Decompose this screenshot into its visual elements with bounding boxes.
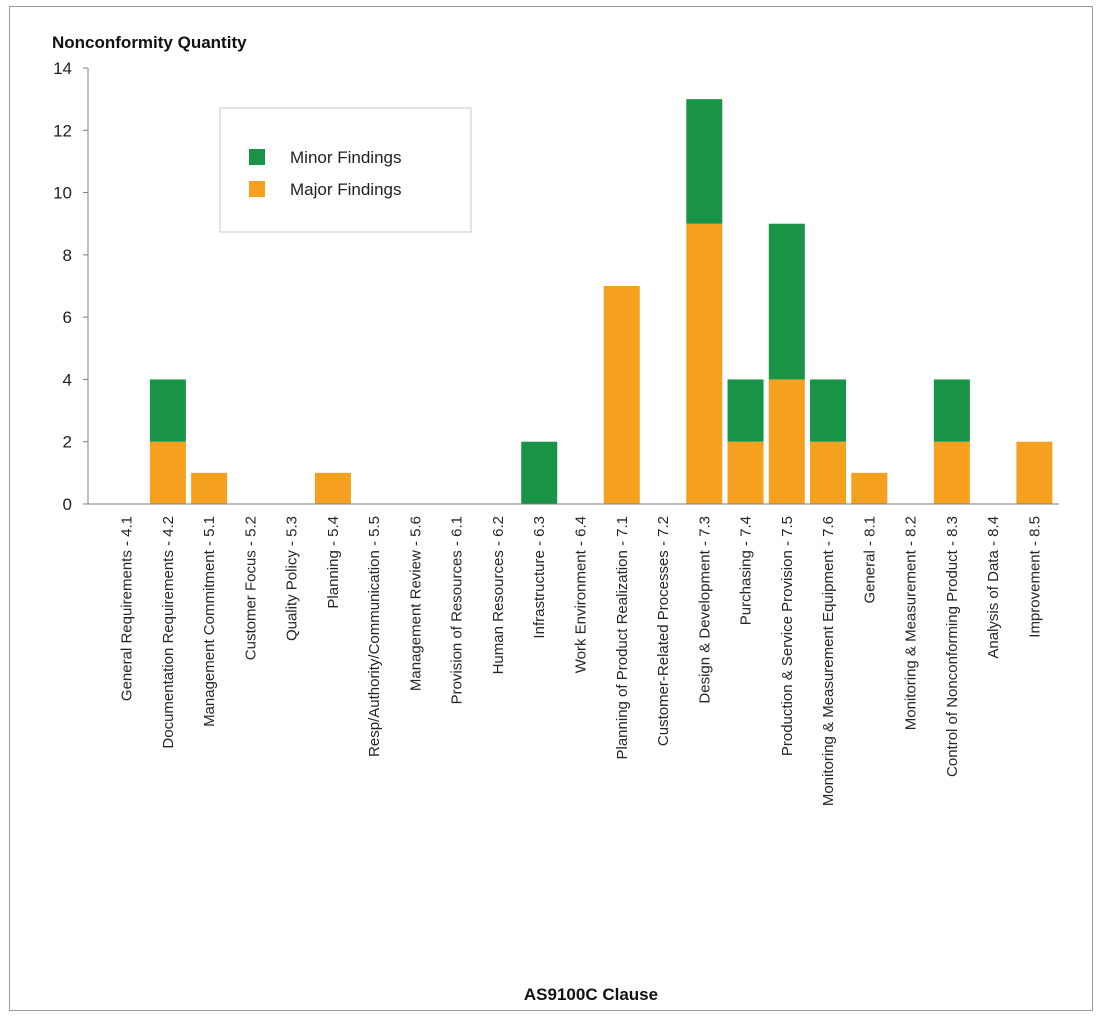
legend-swatch	[249, 149, 265, 165]
x-tick-label: Monitoring & Measurement Equipment - 7.6	[820, 516, 837, 806]
chart-frame	[9, 6, 1093, 1011]
x-tick-label: Production & Service Provision - 7.5	[779, 516, 796, 756]
bar-minor-findings	[727, 379, 764, 442]
x-tick-label: Management Review - 5.6	[407, 516, 424, 691]
bar-minor-findings	[521, 441, 558, 504]
legend: Minor Findings Major Findings	[219, 107, 472, 233]
bar-major-findings	[727, 441, 764, 504]
x-tick-label: Infrastructure - 6.3	[531, 516, 548, 639]
bar-major-findings	[851, 472, 888, 504]
bar-major-findings	[191, 472, 228, 504]
legend-swatch	[249, 181, 265, 197]
y-tick-label: 10	[53, 184, 72, 203]
x-tick-label: Documentation Requirements - 4.2	[160, 516, 177, 749]
y-tick-label: 4	[63, 370, 72, 389]
bar-minor-findings	[933, 379, 970, 442]
x-tick-label: Purchasing - 7.4	[738, 516, 755, 625]
x-tick-label: Quality Policy - 5.3	[284, 516, 301, 641]
bar-minor-findings	[768, 223, 805, 380]
x-tick-label: Customer Focus - 5.2	[242, 516, 259, 660]
x-tick-label: Human Resources - 6.2	[490, 516, 507, 674]
bar-major-findings	[686, 223, 723, 504]
bar-minor-findings	[149, 379, 186, 442]
bars-group	[149, 99, 1053, 504]
y-axis: 0 2 4 6 8 10 12 14	[53, 59, 89, 514]
legend-label: Minor Findings	[290, 148, 402, 167]
bar-major-findings	[810, 441, 847, 504]
y-tick-label: 6	[63, 308, 72, 327]
legend-box	[219, 107, 472, 233]
x-tick-label: Analysis of Data - 8.4	[985, 516, 1002, 659]
x-tick-label: General - 8.1	[861, 516, 878, 604]
x-tick-label: Monitoring & Measurement - 8.2	[903, 516, 920, 730]
bar-major-findings	[314, 472, 351, 504]
bar-major-findings	[603, 286, 640, 504]
bar-major-findings	[1016, 441, 1053, 504]
x-tick-label: Management Commitment - 5.1	[201, 516, 218, 727]
bar-minor-findings	[810, 379, 847, 442]
x-tick-label: Design & Development - 7.3	[696, 516, 713, 704]
y-tick-label: 2	[63, 433, 72, 452]
bar-minor-findings	[686, 99, 723, 224]
x-tick-label: Resp/Authority/Communication - 5.5	[366, 516, 383, 757]
x-tick-label: Control of Nonconforming Product - 8.3	[944, 516, 961, 777]
y-tick-label: 0	[63, 495, 72, 514]
x-tick-labels: General Requirements - 4.1 Documentation …	[119, 516, 1044, 806]
bar-major-findings	[933, 441, 970, 504]
x-tick-label: Customer-Related Processes - 7.2	[655, 516, 672, 746]
x-tick-label: General Requirements - 4.1	[119, 516, 136, 701]
bar-major-findings	[768, 379, 805, 504]
x-tick-label: Planning of Product Realization - 7.1	[614, 516, 631, 759]
legend-label: Major Findings	[290, 180, 402, 199]
x-tick-label: Provision of Resources - 6.1	[449, 516, 466, 704]
y-tick-label: 12	[53, 121, 72, 140]
y-tick-label: 14	[53, 59, 72, 78]
x-tick-label: Work Environment - 6.4	[573, 516, 590, 673]
y-tick-label: 8	[63, 246, 72, 265]
y-axis-title: Nonconformity Quantity	[52, 33, 247, 52]
x-tick-label: Planning - 5.4	[325, 516, 342, 609]
bar-major-findings	[149, 441, 186, 504]
x-axis-title: AS9100C Clause	[524, 985, 658, 1004]
x-tick-label: Improvement - 8.5	[1026, 516, 1043, 638]
